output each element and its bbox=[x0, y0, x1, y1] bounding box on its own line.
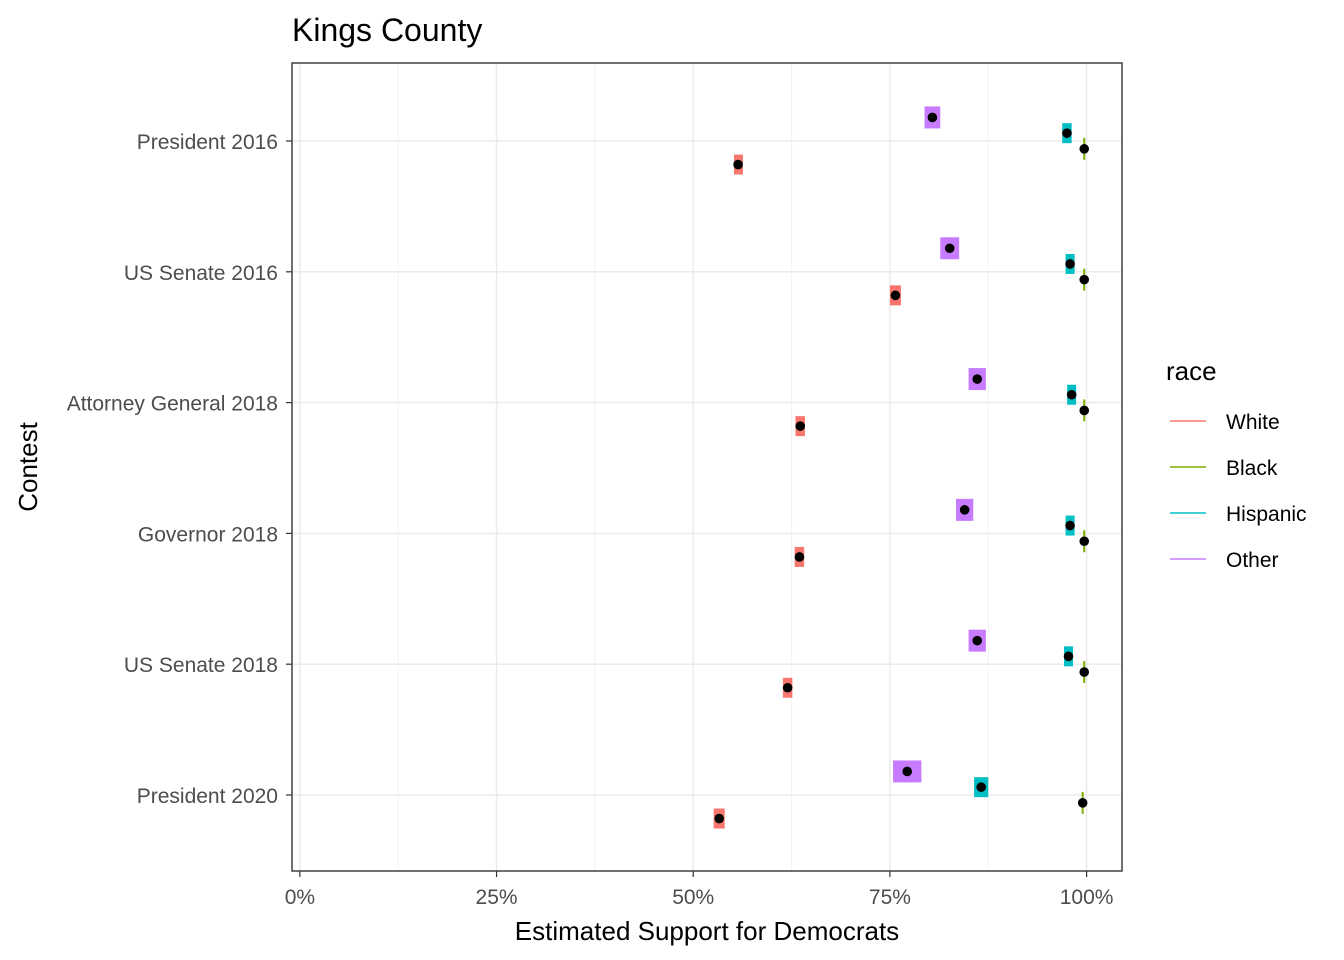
panel-border bbox=[291, 62, 1123, 872]
y-tick-label: President 2020 bbox=[137, 785, 278, 808]
x-tick-label: 50% bbox=[672, 886, 714, 909]
point-other bbox=[927, 112, 938, 123]
legend: race White Black Hispanic Other bbox=[1166, 356, 1307, 572]
point-black bbox=[1079, 274, 1090, 285]
point-black bbox=[1079, 667, 1090, 677]
legend-items: White Black Hispanic Other bbox=[1170, 411, 1307, 572]
legend-label-black: Black bbox=[1226, 457, 1278, 480]
point-black bbox=[1079, 536, 1090, 547]
x-tick-label: 75% bbox=[869, 886, 911, 909]
legend-label-white: White bbox=[1226, 411, 1280, 434]
point-white bbox=[782, 682, 793, 693]
point-white bbox=[890, 290, 901, 301]
x-tick-label: 0% bbox=[285, 886, 315, 909]
point-hispanic bbox=[1065, 259, 1075, 269]
point-white bbox=[733, 159, 743, 170]
legend-title: race bbox=[1166, 356, 1217, 386]
point-white bbox=[795, 421, 806, 431]
point-hispanic bbox=[1063, 651, 1074, 662]
x-tick-label: 100% bbox=[1060, 886, 1114, 909]
grid-major bbox=[292, 63, 1122, 871]
y-tick-label: US Senate 2018 bbox=[124, 654, 278, 677]
point-other bbox=[959, 505, 970, 515]
chart-title: Kings County bbox=[292, 12, 482, 48]
point-white bbox=[714, 813, 724, 824]
plot-panel bbox=[291, 62, 1123, 872]
y-tick-label: Attorney General 2018 bbox=[67, 393, 278, 416]
y-tick-label: President 2016 bbox=[137, 131, 278, 154]
point-other bbox=[972, 374, 983, 384]
point-hispanic bbox=[976, 782, 986, 792]
y-tick-label: Governor 2018 bbox=[138, 523, 278, 546]
x-tick-label: 25% bbox=[476, 886, 518, 909]
grid-minor bbox=[397, 63, 989, 871]
point-white bbox=[794, 552, 805, 562]
marks bbox=[713, 106, 1090, 829]
y-axis: President 2016 US Senate 2016 Attorney Gen… bbox=[67, 131, 292, 808]
point-black bbox=[1077, 798, 1088, 808]
point-other bbox=[944, 243, 955, 254]
y-tick-label: US Senate 2016 bbox=[124, 262, 278, 285]
panel-background bbox=[292, 63, 1122, 871]
y-axis-title: Contest bbox=[13, 421, 43, 511]
legend-label-hispanic: Hispanic bbox=[1226, 503, 1307, 526]
point-other bbox=[902, 766, 913, 777]
x-axis: 0% 25% 50% 75% 100% bbox=[285, 871, 1114, 909]
point-black bbox=[1079, 144, 1090, 154]
legend-label-other: Other bbox=[1226, 549, 1279, 572]
point-hispanic bbox=[1062, 128, 1072, 138]
point-hispanic bbox=[1065, 520, 1075, 531]
point-other bbox=[972, 635, 983, 646]
x-axis-title: Estimated Support for Democrats bbox=[515, 916, 899, 946]
point-hispanic bbox=[1066, 389, 1077, 400]
point-black bbox=[1079, 405, 1090, 416]
